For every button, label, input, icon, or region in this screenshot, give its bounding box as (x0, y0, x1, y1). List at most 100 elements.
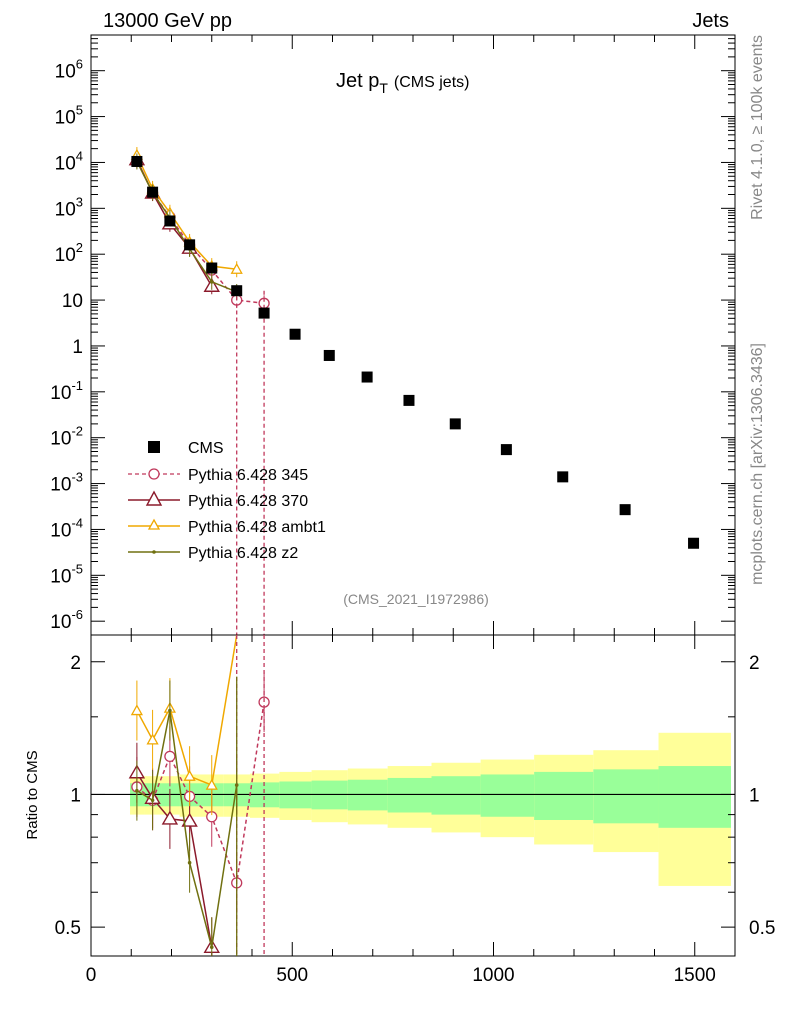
main-x-ticks (90, 35, 736, 635)
cms-point (258, 307, 270, 319)
chart-title: Jet pT (CMS jets) (336, 70, 469, 96)
main-y-tick-label: 105 (55, 103, 83, 129)
legend-z2-label: Pythia 6.428 z2 (188, 545, 298, 562)
legend-p345-marker (148, 468, 160, 480)
x-tick-label: 500 (276, 965, 308, 986)
main-y-tick-label: 10-1 (50, 378, 83, 404)
ratio-point-ambt1 (183, 769, 196, 781)
ratio-point-z2 (187, 860, 192, 865)
cms-point (557, 471, 569, 483)
chart-title-subscript: T (379, 80, 388, 96)
ratio-point-p345 (164, 750, 176, 763)
legend-z2-marker (152, 550, 156, 554)
rivet-version-label: Rivet 4.1.0, ≥ 100k events (749, 35, 766, 220)
legend-cms-marker (148, 441, 160, 453)
main-data-layer (128, 147, 700, 635)
main-y-tick-label: 1 (72, 337, 83, 358)
cms-point (164, 215, 176, 227)
ratio-line-z2 (136, 710, 238, 948)
ratio-y-tick-label: 2 (70, 653, 81, 674)
header-jets-label: Jets (692, 10, 729, 32)
cms-point (131, 155, 143, 167)
ratio-y-tick-label-right: 1 (749, 785, 760, 806)
band-inner-segment (347, 779, 388, 811)
series-p345 (131, 152, 270, 312)
legend-p370-marker (145, 490, 163, 506)
ratio-point-p370 (181, 812, 198, 827)
main-y-tick-label: 10-4 (50, 515, 83, 541)
ratio-y-tick-label: 1 (70, 785, 81, 806)
ratio-point-z2 (135, 788, 139, 793)
ratio-data-layer (128, 634, 270, 956)
cms-point (619, 504, 631, 516)
mcplots-label: mcplots.cern.ch [arXiv:1306.3436] (749, 343, 766, 585)
point-z2 (209, 280, 214, 284)
header-energy-label: 13000 GeV pp (103, 10, 232, 32)
band-inner-segment (534, 771, 594, 821)
legend-cms-label: CMS (188, 440, 224, 457)
ratio-panel: 0.5 0.5 1 1 2 2 0 500 1000 1500 Ratio to CMS (24, 634, 776, 986)
ratio-point-ambt1 (146, 733, 159, 745)
band-inner-segment (658, 766, 731, 828)
main-y-tick-label: 10-3 (50, 470, 83, 496)
ratio-point-ambt1 (205, 778, 218, 790)
cms-point (688, 537, 700, 549)
legend-ambt1-marker (147, 518, 161, 530)
x-tick-label: 1500 (674, 965, 716, 986)
series-line-z2 (136, 161, 237, 293)
ratio-point-ambt1 (130, 704, 143, 716)
point-ambt1 (230, 262, 243, 274)
band-inner-segment (593, 769, 659, 824)
ratio-y-label: Ratio to CMS (24, 750, 41, 839)
band-inner-segment (431, 776, 481, 815)
main-y-tick-label: 10 (62, 291, 83, 312)
series-z2 (135, 153, 239, 300)
cms-point (147, 186, 159, 198)
x-tick-label: 1000 (472, 965, 514, 986)
legend-p345-label: Pythia 6.428 345 (188, 467, 308, 484)
series-ambt1 (130, 147, 243, 278)
ratio-line-ambt1 (136, 634, 238, 787)
cms-point (231, 285, 243, 297)
legend-ambt1-label: Pythia 6.428 ambt1 (188, 519, 326, 536)
ratio-point-z2 (150, 798, 155, 803)
series-line-p345 (136, 160, 265, 305)
cms-point (206, 262, 218, 274)
main-y-tick-label: 103 (55, 194, 83, 220)
x-tick-label: 0 (86, 965, 97, 986)
cms-point (449, 418, 461, 430)
legend-p370-label: Pythia 6.428 370 (188, 493, 308, 510)
main-y-tick-label: 102 (55, 240, 83, 266)
main-y-tick-label: 106 (55, 57, 83, 83)
ratio-point-z2 (168, 708, 172, 713)
cms-point (500, 444, 512, 456)
series-cms (131, 155, 700, 549)
ratio-y-tick-label: 0.5 (55, 918, 81, 939)
ratio-x-axis: 0 500 1000 1500 (86, 635, 736, 986)
ratio-point-z2 (209, 945, 214, 950)
cms-point (323, 349, 335, 361)
main-y-tick-label: 10-6 (50, 607, 83, 633)
ratio-y-tick-label-right: 2 (749, 653, 760, 674)
chart-title-extra: (CMS jets) (394, 74, 470, 91)
main-y-tick-label: 10-5 (50, 561, 83, 587)
ratio-y-axis: 0.5 0.5 1 1 2 2 (55, 653, 776, 939)
ratio-uncertainty-band (91, 732, 735, 886)
cms-point (361, 371, 373, 383)
band-inner-segment (387, 777, 432, 813)
main-y-tick-label: 104 (55, 148, 83, 174)
ratio-point-p370 (161, 810, 179, 825)
ratio-series-ambt1 (130, 634, 238, 816)
chart-title-main: Jet p (336, 70, 379, 92)
cms-point (289, 328, 301, 340)
main-y-tick-label: 10-2 (50, 424, 83, 450)
main-panel: 10-6 10-5 10-4 10-3 10-2 10-1 1 10 102 103 104 105 1… (50, 34, 736, 636)
ratio-y-tick-label-right: 0.5 (749, 918, 775, 939)
legend: CMS Pythia 6.428 345 Pythia 6.428 370 Py… (128, 440, 326, 562)
band-inner-segment (480, 774, 535, 817)
main-y-axis: 10-6 10-5 10-4 10-3 10-2 10-1 1 10 102 103 104 105 1… (50, 34, 735, 633)
cms-point (184, 239, 196, 251)
analysis-label: (CMS_2021_I1972986) (343, 591, 489, 607)
cms-point (403, 394, 415, 406)
